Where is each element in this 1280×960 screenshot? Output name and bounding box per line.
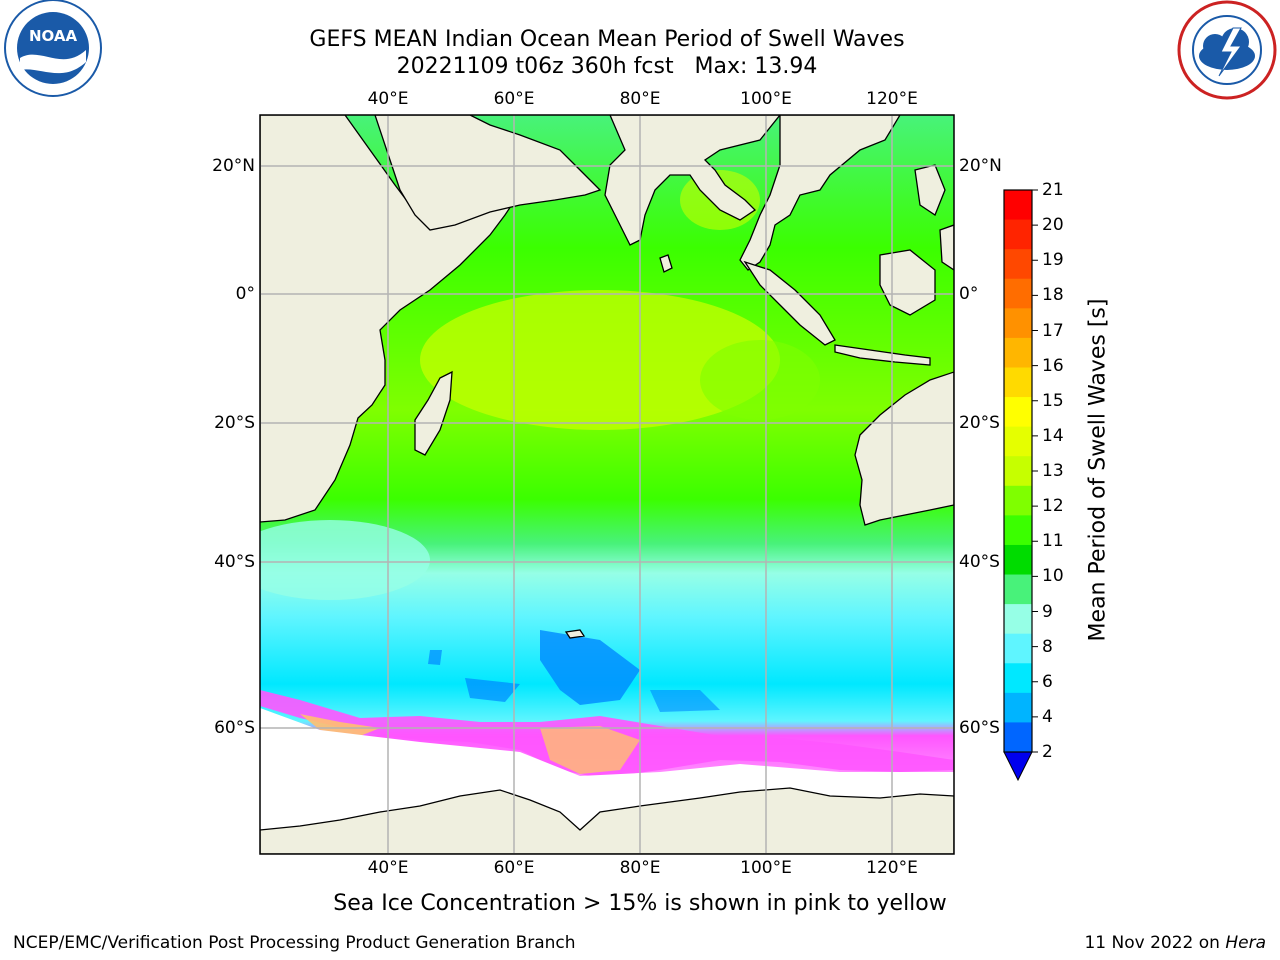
colorbar-swatch (1004, 337, 1032, 368)
colorbar-tick-label: 16 (1042, 355, 1064, 376)
nws-logo (1175, 0, 1280, 100)
swell-max-patch (420, 290, 780, 430)
southeast-asia-land (739, 115, 901, 271)
bottom-lon-label: 60°E (493, 858, 535, 878)
colorbar-tick-label: 9 (1042, 601, 1053, 622)
map-frame (259, 114, 955, 855)
colorbar-label: Mean Period of Swell Waves [s] (1085, 298, 1111, 642)
colorbar-tick-label: 15 (1042, 390, 1064, 411)
right-lat-label: 20°S (959, 413, 1000, 433)
colorbar-tick-label: 10 (1042, 566, 1064, 587)
top-lon-label: 60°E (493, 89, 535, 109)
right-lat-label: 20°N (959, 156, 1002, 176)
india-land (604, 115, 781, 246)
bottom-lon-label: 100°E (740, 858, 792, 878)
bottom-lon-label: 40°E (367, 858, 409, 878)
right-lat-label: 40°S (959, 552, 1000, 572)
colorbar-swatch (1004, 692, 1032, 723)
footer-date: 11 Nov 2022 on Hera (1084, 933, 1266, 953)
colorbar-swatch (1004, 722, 1032, 753)
bottom-lon-label: 120°E (866, 858, 918, 878)
colorbar (1003, 189, 1038, 782)
colorbar-swatch (1004, 397, 1032, 428)
colorbar-swatch (1004, 515, 1032, 546)
colorbar-under-triangle (1003, 751, 1033, 782)
top-lon-label: 80°E (619, 89, 661, 109)
colorbar-tick-label: 13 (1042, 461, 1064, 481)
top-lon-label: 100°E (740, 89, 792, 109)
sea-ice-note: Sea Ice Concentration > 15% is shown in … (333, 891, 947, 916)
left-lat-label: 20°S (214, 413, 255, 433)
colorbar-swatch (1004, 574, 1032, 605)
land-masses (260, 115, 954, 854)
colorbar-tick-label: 6 (1042, 671, 1053, 692)
chart-title: GEFS MEAN Indian Ocean Mean Period of Sw… (309, 27, 905, 52)
colorbar-tick-label: 19 (1042, 250, 1064, 271)
colorbar-swatch (1004, 456, 1032, 487)
left-lat-label: 0° (235, 284, 255, 304)
graticule (260, 115, 954, 854)
right-lat-label: 0° (959, 284, 979, 304)
noaa-logo: NOAA (0, 0, 110, 100)
top-lon-label: 40°E (367, 89, 409, 109)
colorbar-swatch (1004, 633, 1032, 664)
footer-credit: NCEP/EMC/Verification Post Processing Pr… (13, 933, 576, 953)
short-period-patch (540, 630, 640, 705)
colorbar-swatch (1004, 367, 1032, 398)
top-lon-label: 120°E (866, 89, 918, 109)
left-lat-label: 60°S (214, 718, 255, 738)
colorbar-swatch (1004, 190, 1032, 221)
colorbar-swatch (1004, 219, 1032, 250)
colorbar-tick-label: 11 (1042, 531, 1064, 552)
map-area (260, 115, 954, 854)
colorbar-tick-label: 17 (1042, 320, 1064, 341)
chart-subtitle: 20221109 t06z 360h fcst Max: 13.94 (396, 54, 818, 79)
colorbar-swatch (1004, 426, 1032, 457)
colorbar-swatch (1004, 604, 1032, 635)
footer-date-text: 11 Nov 2022 on (1084, 933, 1226, 953)
borneo-island (879, 249, 936, 316)
noaa-logo-text: NOAA (29, 27, 78, 45)
madagascar-island (414, 370, 453, 456)
colorbar-swatch (1004, 485, 1032, 516)
colorbar-tick-label: 4 (1042, 706, 1053, 727)
colorbar-tick-label: 14 (1042, 425, 1064, 446)
colorbar-swatch (1004, 278, 1032, 309)
antarctica-land (260, 787, 954, 854)
colorbar-swatch (1004, 308, 1032, 339)
sumatra-island (743, 260, 836, 346)
colorbar-swatch (1004, 544, 1032, 576)
left-lat-label: 40°S (214, 552, 255, 572)
bottom-lon-label: 80°E (619, 858, 661, 878)
colorbar-tick-label: 20 (1042, 215, 1064, 236)
colorbar-swatch (1004, 663, 1032, 694)
colorbar-tick-label: 8 (1042, 636, 1053, 657)
footer-host: Hera (1225, 933, 1266, 953)
colorbar-swatch (1004, 249, 1032, 280)
colorbar-tick-label: 18 (1042, 285, 1064, 306)
right-lat-label: 60°S (959, 718, 1000, 738)
colorbar-tick-label: 12 (1042, 496, 1064, 517)
arabia-land (374, 115, 602, 231)
left-lat-label: 20°N (212, 156, 255, 176)
colorbar-tick-label: 2 (1042, 742, 1053, 762)
colorbar-tick-label: 21 (1042, 180, 1064, 200)
